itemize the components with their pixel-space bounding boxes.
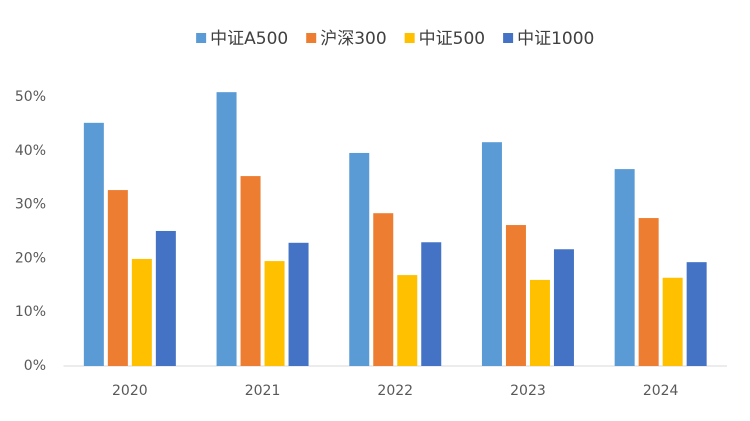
bar	[529, 279, 550, 366]
legend-label: 中证A500	[210, 29, 288, 49]
x-tick-label: 2021	[245, 383, 281, 399]
bar	[553, 249, 574, 366]
bar	[349, 152, 370, 366]
y-tick-label: 40%	[15, 143, 46, 159]
bar	[421, 242, 442, 366]
legend-label: 沪深300	[320, 29, 386, 49]
bar	[264, 261, 285, 366]
bar	[216, 92, 237, 367]
bar	[107, 190, 128, 366]
bar	[83, 122, 104, 366]
y-tick-label: 10%	[15, 304, 46, 320]
legend-label: 中证1000	[517, 29, 594, 49]
bar	[397, 275, 418, 366]
bar	[240, 176, 261, 366]
bar	[686, 262, 707, 366]
legend-swatch	[404, 33, 415, 43]
x-tick-label: 2020	[112, 383, 148, 399]
bar	[481, 142, 502, 366]
bar	[155, 230, 176, 366]
legend-label: 中证500	[419, 29, 485, 49]
legend-swatch	[306, 33, 317, 43]
y-tick-label: 0%	[24, 358, 46, 374]
x-tick-label: 2024	[643, 383, 679, 399]
bar	[505, 225, 526, 366]
x-tick-label: 2023	[510, 383, 546, 399]
y-tick-label: 30%	[15, 197, 46, 213]
bar	[373, 213, 394, 366]
legend-swatch	[503, 33, 514, 43]
bar	[662, 277, 683, 366]
x-tick-label: 2022	[377, 383, 413, 399]
bar	[638, 218, 659, 366]
legend-swatch	[196, 33, 207, 43]
y-tick-label: 20%	[15, 250, 46, 266]
bar	[614, 169, 635, 366]
y-tick-label: 50%	[15, 89, 46, 105]
bar	[288, 242, 309, 366]
bar	[131, 258, 152, 366]
